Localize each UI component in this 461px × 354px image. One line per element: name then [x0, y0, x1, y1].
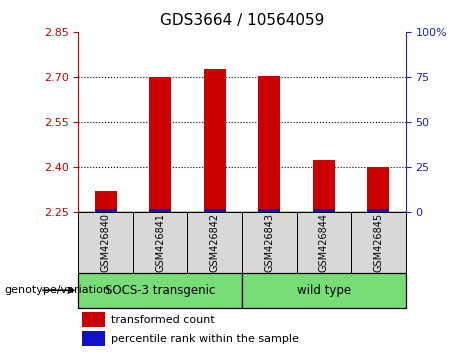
Text: wild type: wild type	[297, 284, 351, 297]
Text: transformed count: transformed count	[111, 315, 215, 325]
Bar	[133, 212, 188, 273]
Bar	[78, 273, 242, 308]
Bar	[313, 209, 335, 212]
Text: GSM426841: GSM426841	[155, 213, 165, 272]
Bar	[82, 312, 105, 327]
Bar	[258, 209, 280, 212]
Bar	[351, 212, 406, 273]
Bar	[242, 212, 296, 273]
Text: percentile rank within the sample: percentile rank within the sample	[111, 334, 299, 344]
Bar	[149, 77, 171, 212]
Bar	[149, 209, 171, 212]
Bar	[367, 167, 389, 212]
Text: genotype/variation: genotype/variation	[5, 285, 111, 295]
Bar	[95, 209, 117, 212]
Bar	[188, 212, 242, 273]
Bar	[313, 160, 335, 212]
Text: GSM426842: GSM426842	[210, 213, 220, 272]
Bar	[296, 212, 351, 273]
Title: GDS3664 / 10564059: GDS3664 / 10564059	[160, 13, 324, 28]
Text: GSM426840: GSM426840	[100, 213, 111, 272]
Bar	[204, 209, 226, 212]
Bar	[78, 212, 133, 273]
Text: GSM426843: GSM426843	[264, 213, 274, 272]
Bar	[367, 209, 389, 212]
Bar	[95, 191, 117, 212]
Bar	[242, 273, 406, 308]
Text: GSM426844: GSM426844	[319, 213, 329, 272]
Text: SOCS-3 transgenic: SOCS-3 transgenic	[105, 284, 215, 297]
Bar	[204, 69, 226, 212]
Text: GSM426845: GSM426845	[373, 213, 384, 272]
Bar	[258, 76, 280, 212]
Bar	[82, 331, 105, 346]
